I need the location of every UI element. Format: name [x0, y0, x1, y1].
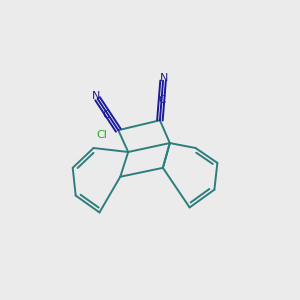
Text: Cl: Cl — [96, 130, 107, 140]
Text: C: C — [103, 110, 110, 120]
Text: N: N — [92, 91, 100, 101]
Text: C: C — [159, 95, 166, 105]
Text: N: N — [160, 73, 168, 83]
